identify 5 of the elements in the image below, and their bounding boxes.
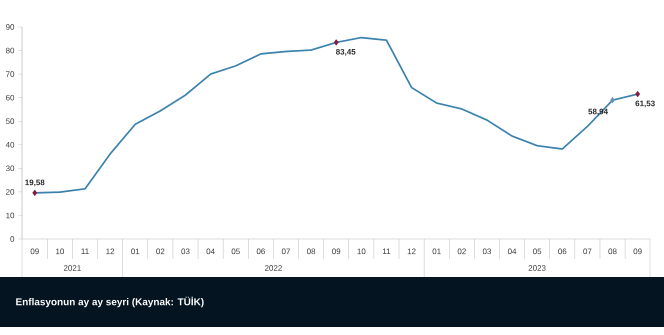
point	[32, 190, 38, 196]
text: Enflasyonun ay ay seyri (Kaynak: TÜİK)	[16, 296, 204, 308]
point	[610, 96, 615, 104]
point	[635, 90, 640, 98]
point	[334, 39, 339, 46]
